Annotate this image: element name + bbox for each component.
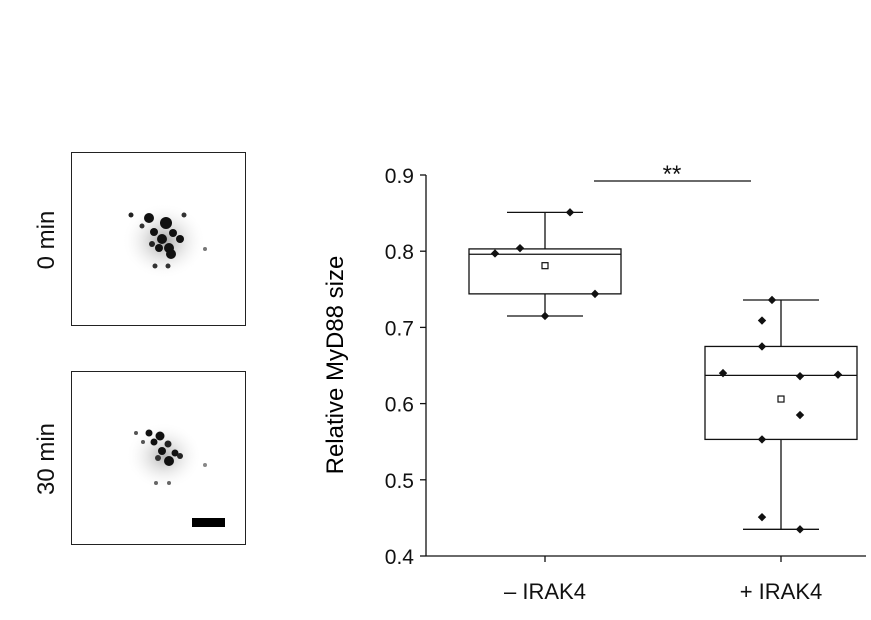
plot-area: ** [468,161,858,534]
box-group [468,208,622,321]
y-tick-label: 0.6 [385,394,414,417]
microscopy-image-0min [122,203,207,279]
data-point [757,435,767,444]
y-tick-label: 0.8 [385,241,414,264]
box [468,248,622,295]
data-point [490,249,500,258]
axes: 0.4 0.5 0.6 0.7 0.8 0.9 – IRAK4 + IRAK4 [385,165,866,604]
significance-label: ** [663,161,682,188]
data-point [565,208,575,217]
x-tick-label: – IRAK4 [504,579,586,604]
data-point [795,371,805,381]
data-point [767,295,777,305]
x-tick-label: + IRAK4 [740,579,823,604]
mean-marker [541,262,549,270]
data-point [757,342,767,351]
image-panel-30min [71,371,246,545]
microscopy-image-30min [126,422,207,490]
box-group [704,295,858,534]
image-panel-0min [71,152,246,326]
data-point [718,368,728,378]
y-tick-label: 0.4 [385,546,415,569]
data-point [757,512,767,522]
data-point [757,316,767,325]
box [704,345,858,441]
y-axis-label: Relative MyD88 size [322,256,349,475]
y-tick-label: 0.7 [385,317,414,340]
data-point [515,243,525,253]
data-point [795,525,805,534]
y-tick-label: 0.5 [385,470,414,493]
data-point [833,370,843,379]
y-tick-label: 0.9 [385,165,414,188]
mean-marker [777,395,785,403]
data-point [795,410,805,420]
data-point [540,311,550,321]
data-point [590,289,600,299]
scale-bar [192,518,225,527]
